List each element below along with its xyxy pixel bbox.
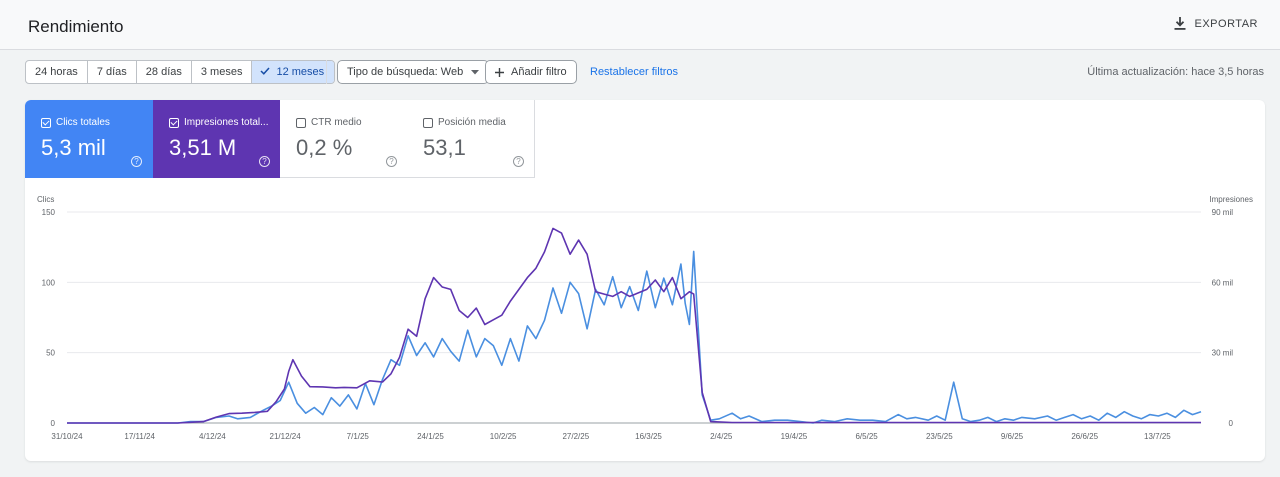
y-tick-right-label: 0 [1229,419,1234,428]
metric-position-card[interactable]: Posición media 53,1 ? [407,100,535,178]
clicks-series-line [67,250,1202,424]
metric-impressions-card[interactable]: Impresiones total... 3,51 M ? [153,100,281,178]
y-tick-left-label: 0 [51,419,56,428]
x-tick-label: 24/1/25 [417,432,444,441]
metric-clicks-label: Clics totales [56,117,110,128]
metric-impressions-label: Impresiones total... [184,117,269,128]
x-tick-label: 7/1/25 [347,432,370,441]
reset-filters-link[interactable]: Restablecer filtros [590,66,679,78]
range-12m-label: 12 meses [276,66,325,78]
toolbar-divider [326,60,327,84]
x-tick-label: 13/7/25 [1144,432,1171,441]
x-tick-label: 9/6/25 [1001,432,1024,441]
range-28d-button[interactable]: 28 días [137,61,192,83]
y-tick-right-label: 90 mil [1212,208,1234,217]
performance-chart: Clics Impresiones 0 0 50 30 mil 100 60 mil 150 90… [37,195,1253,441]
y-tick-right-label: 60 mil [1212,278,1234,287]
metric-ctr-card[interactable]: CTR medio 0,2 % ? [280,100,408,178]
x-tick-label: 4/12/24 [199,432,226,441]
export-label: EXPORTAR [1194,17,1258,30]
help-icon[interactable]: ? [259,156,270,167]
range-24h-button[interactable]: 24 horas [26,61,88,83]
x-tick-label: 27/2/25 [562,432,589,441]
metric-clicks-value: 5,3 mil [41,135,106,160]
page-title: Rendimiento [28,17,124,36]
caret-down-icon [471,69,480,74]
y-tick-left-label: 50 [46,349,55,358]
y-tick-left-label: 150 [42,208,56,217]
metric-clicks-card[interactable]: Clics totales 5,3 mil ? [25,100,153,178]
y-tick-right-label: 30 mil [1212,349,1234,358]
add-filter-label: Añadir filtro [511,66,567,78]
y-tick-left-label: 100 [42,278,56,287]
range-3m-button[interactable]: 3 meses [192,61,253,83]
x-tick-label: 31/10/24 [51,432,83,441]
checkbox-unchecked-icon[interactable] [296,117,306,128]
metric-ctr-label-row: CTR medio [296,117,362,128]
y-axis-right-title: Impresiones [1209,195,1253,204]
x-tick-label: 16/3/25 [635,432,662,441]
x-tick-label: 2/4/25 [710,432,733,441]
metric-position-value: 53,1 [423,135,466,160]
checkbox-checked-icon[interactable] [169,117,179,128]
date-range-selector: 24 horas 7 días 28 días 3 meses 12 meses [25,60,336,84]
x-tick-label: 10/2/25 [490,432,517,441]
metric-ctr-value: 0,2 % [296,135,353,160]
metric-clicks-label-row: Clics totales [41,117,110,128]
x-tick-label: 17/11/24 [124,432,155,441]
help-icon[interactable]: ? [131,156,142,167]
checkbox-unchecked-icon[interactable] [423,117,433,128]
range-7d-button[interactable]: 7 días [88,61,137,83]
performance-card: Clics totales 5,3 mil ? Impresiones tota… [25,100,1265,461]
range-12m-button[interactable]: 12 meses [252,61,335,83]
metric-impressions-label-row: Impresiones total... [169,117,268,128]
page-header: Rendimiento EXPORTAR [0,0,1280,50]
help-icon[interactable]: ? [386,156,397,167]
plus-icon [495,67,504,77]
add-filter-button[interactable]: Añadir filtro [485,60,577,84]
x-tick-label: 23/5/25 [926,432,953,441]
search-type-dropdown[interactable]: Tipo de búsqueda: Web [337,60,490,84]
download-icon [1174,17,1185,30]
last-updated-text: Última actualización: hace 3,5 horas [1087,66,1264,78]
export-button[interactable]: EXPORTAR [1174,17,1259,30]
checkbox-checked-icon[interactable] [41,117,51,128]
x-tick-label: 26/6/25 [1071,432,1098,441]
check-icon [260,67,271,75]
metric-position-label: Posición media [438,117,506,128]
metric-position-label-row: Posición media [423,117,506,128]
filter-toolbar: 24 horas 7 días 28 días 3 meses 12 meses… [0,50,1280,98]
search-type-label: Tipo de búsqueda: Web [347,66,464,78]
help-icon[interactable]: ? [513,156,524,167]
y-axis-left-title: Clics [37,195,54,204]
metric-ctr-label: CTR medio [311,117,362,128]
x-tick-label: 6/5/25 [855,432,878,441]
x-tick-label: 19/4/25 [781,432,808,441]
x-tick-label: 21/12/24 [270,432,302,441]
metric-impressions-value: 3,51 M [169,135,237,160]
impressions-series-line [67,227,1201,424]
